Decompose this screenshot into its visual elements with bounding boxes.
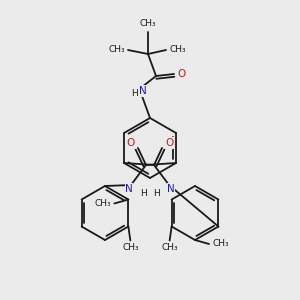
Text: O: O	[165, 138, 173, 148]
Text: N: N	[167, 184, 175, 194]
Text: O: O	[177, 69, 185, 79]
Text: CH₃: CH₃	[213, 239, 229, 248]
Text: CH₃: CH₃	[161, 243, 178, 252]
Text: O: O	[127, 138, 135, 148]
Text: N: N	[139, 86, 147, 96]
Text: N: N	[125, 184, 133, 194]
Text: H: H	[132, 89, 138, 98]
Text: CH₃: CH₃	[170, 44, 186, 53]
Text: H: H	[153, 188, 159, 197]
Text: CH₃: CH₃	[94, 199, 111, 208]
Text: CH₃: CH₃	[122, 243, 139, 252]
Text: CH₃: CH₃	[109, 44, 125, 53]
Text: H: H	[141, 188, 147, 197]
Text: CH₃: CH₃	[140, 19, 156, 28]
